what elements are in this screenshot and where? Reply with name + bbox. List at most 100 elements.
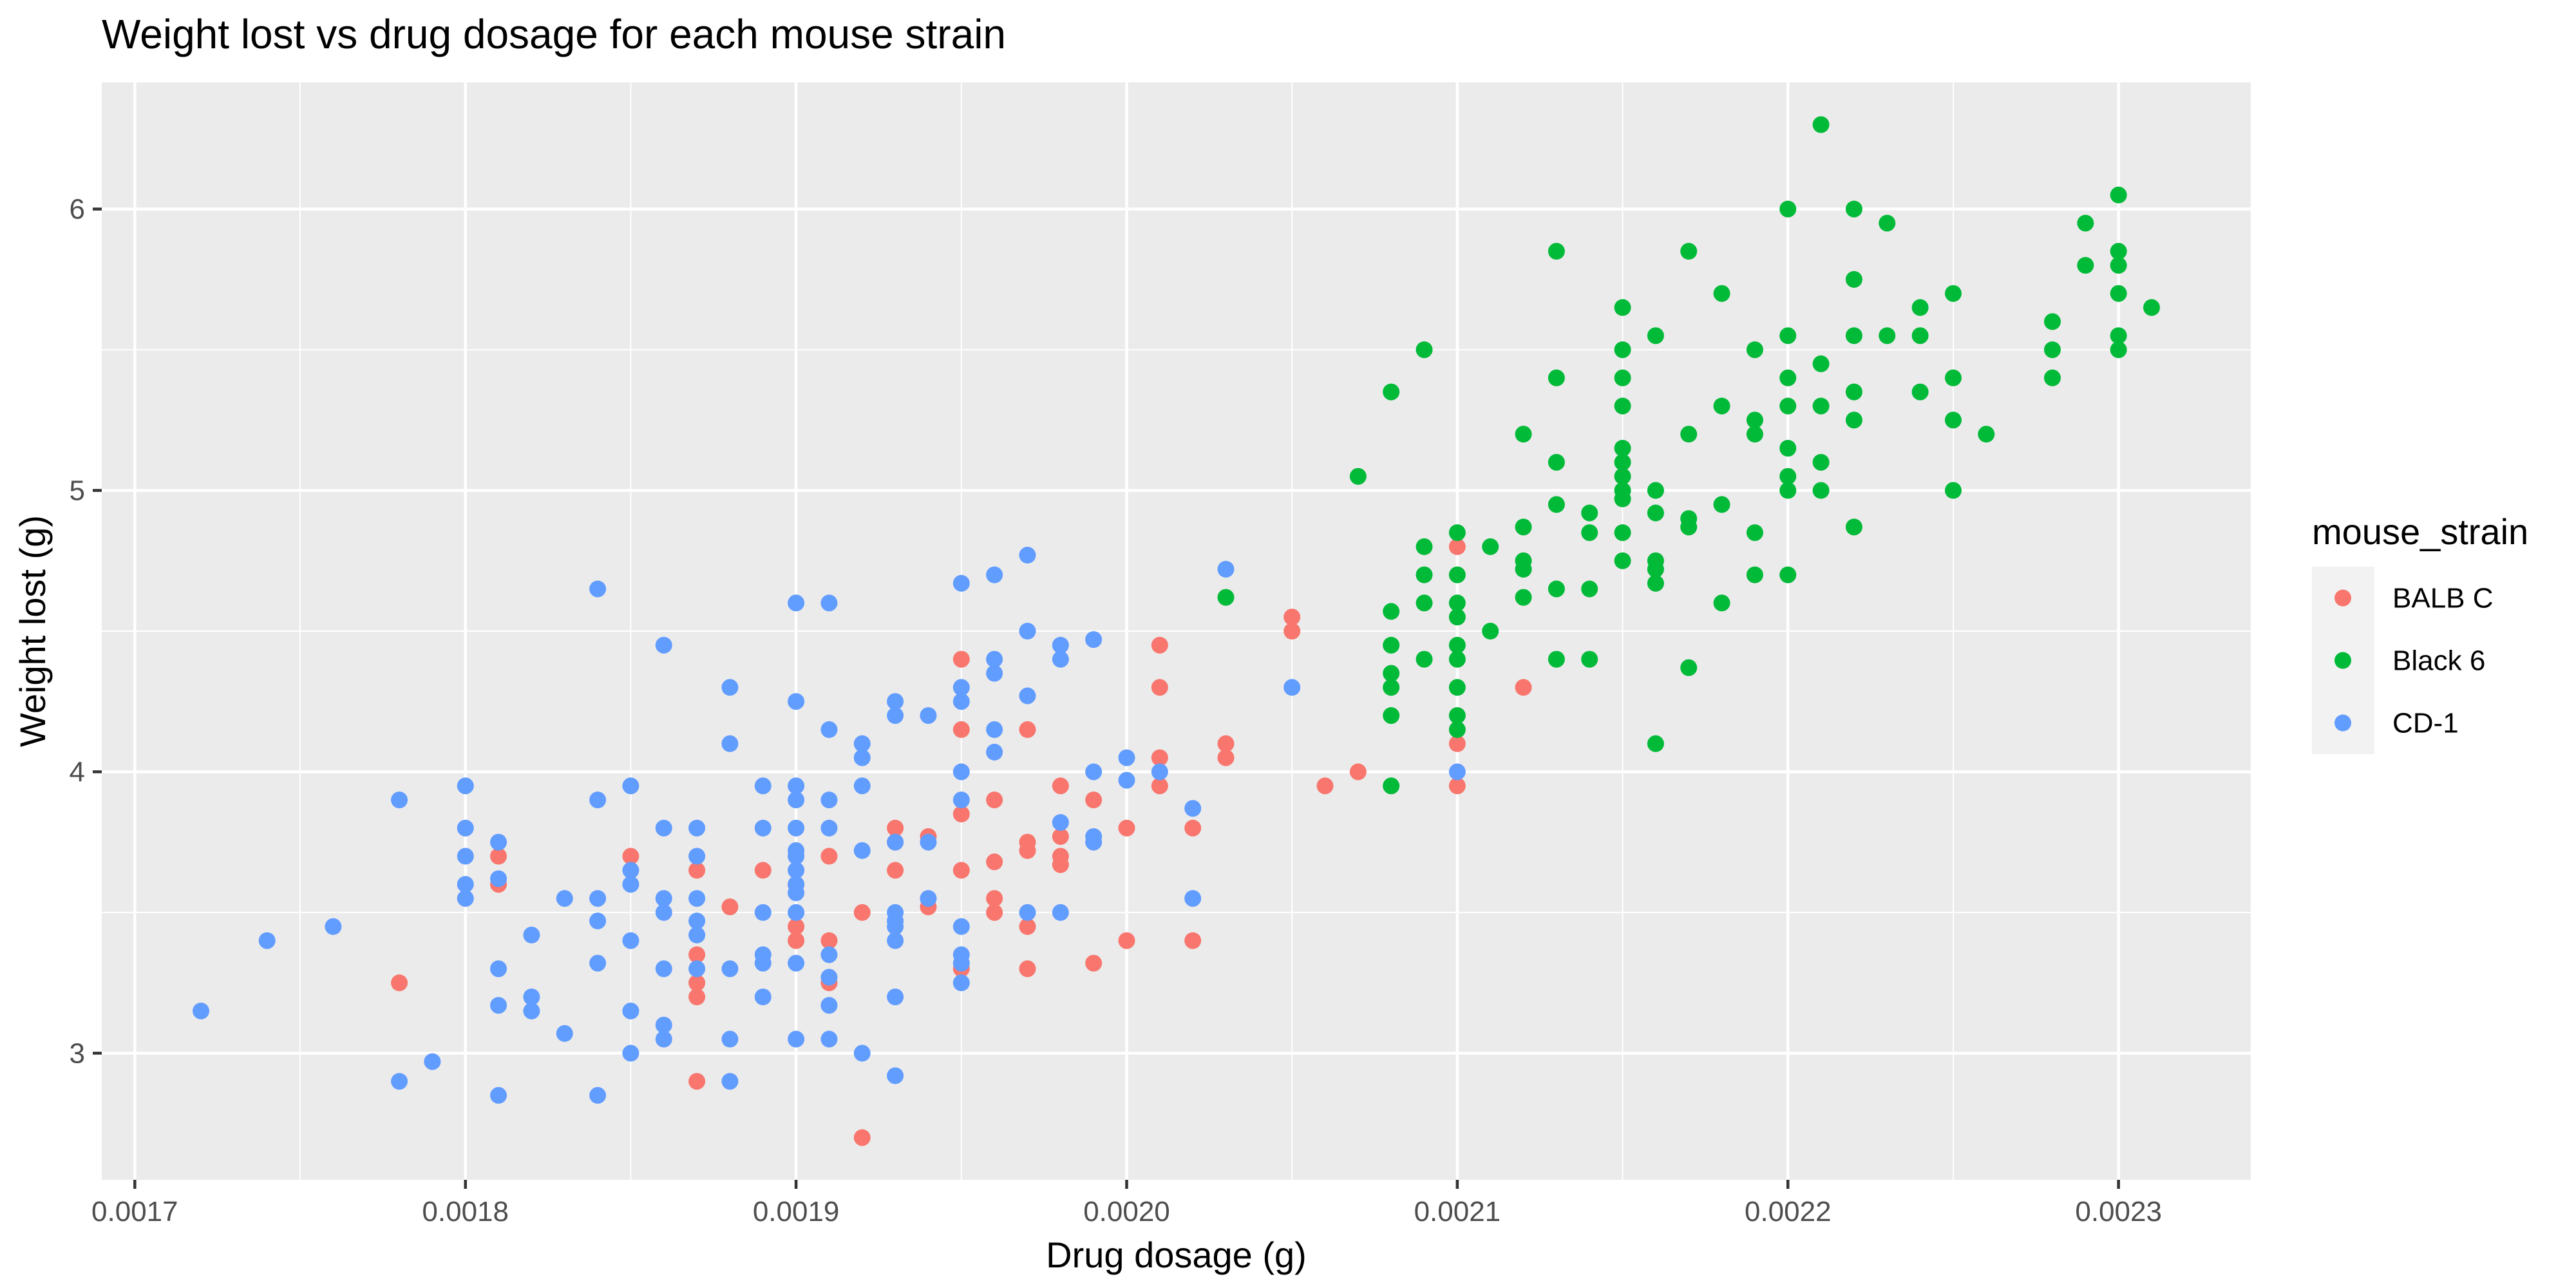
data-point xyxy=(1448,721,1466,738)
data-point xyxy=(2043,369,2061,386)
data-point xyxy=(490,833,507,851)
data-point xyxy=(1349,763,1367,781)
data-point xyxy=(1614,299,1631,316)
data-point xyxy=(887,707,904,724)
data-point xyxy=(424,1053,441,1070)
data-point xyxy=(1647,504,1664,522)
data-point xyxy=(721,898,739,916)
data-point xyxy=(1548,369,1565,386)
data-point xyxy=(820,1030,838,1048)
data-point xyxy=(1416,650,1433,668)
data-point xyxy=(1614,453,1631,471)
data-point xyxy=(1019,547,1036,564)
data-point xyxy=(1647,574,1664,592)
data-point xyxy=(1779,440,1797,457)
data-point xyxy=(2110,341,2127,359)
data-point xyxy=(1448,524,1466,542)
data-point xyxy=(1779,566,1797,583)
data-point xyxy=(1515,589,1532,606)
data-point xyxy=(1184,890,1202,907)
data-point xyxy=(490,997,507,1014)
data-point xyxy=(2110,243,2127,260)
data-point xyxy=(853,749,871,766)
data-point xyxy=(788,954,805,972)
data-point xyxy=(1448,609,1466,626)
y-axis: 3 4 5 6 xyxy=(70,194,102,1069)
data-point xyxy=(1680,659,1698,676)
data-point xyxy=(1647,482,1664,499)
data-point xyxy=(622,932,639,949)
data-point xyxy=(1416,341,1433,359)
data-point xyxy=(788,932,805,949)
data-point xyxy=(258,932,276,949)
data-point xyxy=(1812,116,1830,133)
data-point xyxy=(1944,412,1962,429)
data-point xyxy=(1151,749,1168,766)
y-tick-label: 3 xyxy=(70,1037,85,1069)
data-point xyxy=(1515,560,1532,578)
data-point xyxy=(853,1045,871,1062)
data-point xyxy=(1680,426,1698,443)
y-axis-title: Weight lost (g) xyxy=(12,515,53,747)
data-point xyxy=(788,791,805,809)
data-point xyxy=(2110,327,2127,345)
data-point xyxy=(1448,650,1466,668)
data-point xyxy=(1085,833,1103,851)
data-point xyxy=(1944,482,1962,499)
data-point xyxy=(1548,580,1565,598)
data-point xyxy=(1151,763,1168,781)
data-point xyxy=(1383,383,1400,401)
chart-title: Weight lost vs drug dosage for each mous… xyxy=(102,11,1006,57)
data-point xyxy=(887,819,904,837)
data-point xyxy=(1515,518,1532,536)
data-point xyxy=(788,918,805,935)
data-point xyxy=(1448,679,1466,696)
data-point xyxy=(589,954,607,972)
data-point xyxy=(1448,707,1466,724)
data-point xyxy=(655,636,672,654)
data-point xyxy=(788,848,805,865)
data-point xyxy=(1349,468,1367,485)
data-point xyxy=(1581,580,1598,598)
data-point xyxy=(920,890,937,907)
data-point xyxy=(788,777,805,795)
data-point xyxy=(721,960,739,978)
data-point xyxy=(754,819,772,837)
legend: mouse_strain BALB C Black 6 CD-1 xyxy=(2312,511,2528,754)
series-black-6 xyxy=(1217,116,2160,795)
data-point xyxy=(820,819,838,837)
data-point xyxy=(1845,518,1862,536)
data-point xyxy=(1845,327,1862,345)
data-point xyxy=(1779,200,1797,218)
points-layer xyxy=(193,116,2160,1146)
data-point xyxy=(1746,524,1763,542)
data-point xyxy=(1581,504,1598,522)
data-point xyxy=(1184,932,1202,949)
data-point xyxy=(788,1030,805,1048)
data-point xyxy=(1151,636,1168,654)
data-point xyxy=(1713,397,1730,415)
data-point xyxy=(688,974,706,992)
data-point xyxy=(622,1045,639,1062)
data-point xyxy=(1647,327,1664,345)
data-point xyxy=(887,862,904,879)
data-point xyxy=(1151,777,1168,795)
data-point xyxy=(490,848,507,865)
legend-label: CD-1 xyxy=(2392,708,2459,739)
data-point xyxy=(1019,687,1036,705)
data-point xyxy=(1118,749,1135,766)
data-point xyxy=(1515,426,1532,443)
x-tick-label: 0.0021 xyxy=(1414,1196,1501,1227)
data-point xyxy=(556,890,573,907)
x-tick-label: 0.0023 xyxy=(2075,1196,2162,1227)
data-point xyxy=(1746,426,1763,443)
data-point xyxy=(721,735,739,752)
data-point xyxy=(1548,243,1565,260)
data-point xyxy=(688,819,706,837)
data-point xyxy=(853,735,871,752)
data-point xyxy=(391,791,408,809)
data-point xyxy=(1779,397,1797,415)
data-point xyxy=(952,862,970,879)
legend-items: BALB C Black 6 CD-1 xyxy=(2334,583,2494,739)
data-point xyxy=(2043,313,2061,330)
